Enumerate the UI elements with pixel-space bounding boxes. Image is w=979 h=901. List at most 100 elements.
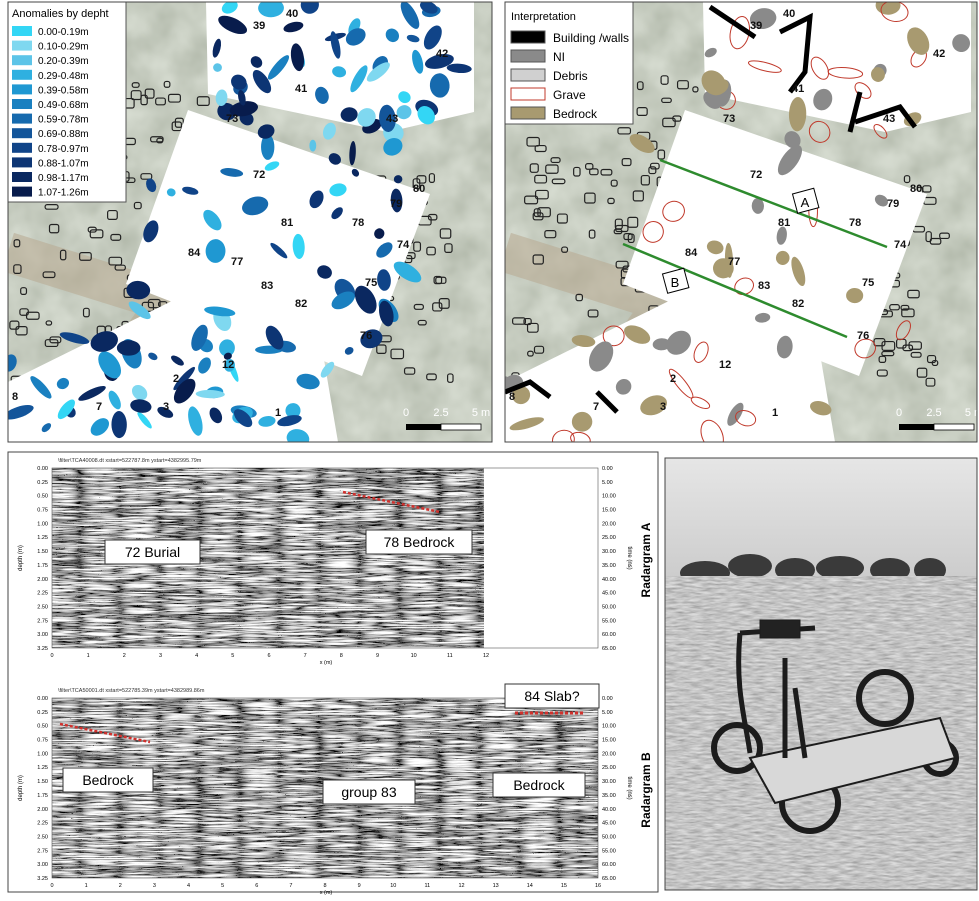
- site-label: 8: [509, 391, 515, 403]
- y2-tick-label: 10.00: [602, 724, 616, 730]
- x-tick-label: 14: [527, 883, 533, 889]
- annotation: group 83: [341, 784, 396, 800]
- x-tick-label: 12: [458, 883, 464, 889]
- site-label: 83: [758, 280, 770, 292]
- scale-label: 0: [896, 407, 902, 419]
- x-tick-label: 2: [123, 653, 126, 659]
- y2-tick-label: 15.00: [602, 738, 616, 744]
- y-tick-label: 3.25: [37, 646, 48, 652]
- profile-label: B: [671, 275, 680, 290]
- scale-label: 2.5: [926, 407, 941, 419]
- legend-swatch: [511, 50, 545, 62]
- site-label: 83: [261, 280, 273, 292]
- y2-tick-label: 40.00: [602, 577, 616, 583]
- scale-label: 5 m: [472, 407, 490, 419]
- y-tick-label: 2.00: [37, 577, 48, 583]
- y2-tick-label: 50.00: [602, 604, 616, 610]
- y-tick-label: 0.25: [37, 480, 48, 486]
- site-label: 73: [226, 113, 238, 125]
- legend-swatch: [12, 172, 32, 182]
- radargram-title: Radargram B: [639, 752, 653, 828]
- y-tick-label: 1.75: [37, 563, 48, 569]
- x-tick-label: 1: [87, 653, 90, 659]
- site-label: 43: [386, 113, 398, 125]
- y2-tick-label: 15.00: [602, 508, 616, 514]
- legend-label: 0.59-0.78m: [38, 115, 89, 126]
- y-axis-label: depth (m): [18, 545, 24, 571]
- legend-swatch: [511, 107, 545, 119]
- site-label: 12: [222, 359, 234, 371]
- legend-label: Grave: [553, 88, 586, 102]
- annotation: Bedrock: [513, 777, 565, 793]
- scale-bar-black: [406, 424, 441, 430]
- y2-tick-label: 0.00: [602, 696, 613, 702]
- legend-swatch: [511, 88, 545, 100]
- y-tick-label: 0.50: [37, 724, 48, 730]
- annotation: 84 Slab?: [524, 688, 579, 704]
- site-label: 39: [253, 20, 265, 32]
- site-label: 81: [778, 217, 790, 229]
- legend-swatch: [12, 128, 32, 138]
- site-label: 2: [173, 373, 179, 385]
- site-label: 84: [685, 247, 698, 259]
- x-tick-label: 10: [390, 883, 396, 889]
- annotation: Bedrock: [82, 772, 134, 788]
- y-tick-label: 2.75: [37, 848, 48, 854]
- legend-label: 0.49-0.68m: [38, 100, 89, 111]
- x-tick-label: 5: [231, 653, 234, 659]
- annotation: 72 Burial: [125, 544, 180, 560]
- y-tick-label: 3.00: [37, 632, 48, 638]
- x-tick-label: 4: [187, 883, 190, 889]
- legend-title: Interpretation: [511, 11, 576, 23]
- x-tick-label: 0: [50, 653, 53, 659]
- site-label: 7: [96, 401, 102, 413]
- site-label: 42: [436, 48, 448, 60]
- site-label: 40: [286, 8, 298, 20]
- y2-tick-label: 50.00: [602, 834, 616, 840]
- site-label: 77: [728, 256, 740, 268]
- site-label: 81: [281, 217, 293, 229]
- y2-tick-label: 60.00: [602, 632, 616, 638]
- x-tick-label: 10: [411, 653, 417, 659]
- y-tick-label: 2.50: [37, 604, 48, 610]
- legend-label: Debris: [553, 69, 588, 83]
- anomaly: [213, 63, 222, 72]
- y-tick-label: 0.50: [37, 494, 48, 500]
- site-label: 74: [397, 239, 410, 251]
- x-tick-label: 2: [119, 883, 122, 889]
- site-label: 72: [253, 169, 265, 181]
- y-tick-label: 1.00: [37, 751, 48, 757]
- legend-label: 0.29-0.48m: [38, 71, 89, 82]
- legend-swatch: [12, 187, 32, 197]
- y-tick-label: 2.25: [37, 591, 48, 597]
- legend-swatch: [12, 99, 32, 109]
- y-tick-label: 2.50: [37, 834, 48, 840]
- x-axis-label: x (m): [320, 660, 333, 666]
- x-tick-label: 15: [561, 883, 567, 889]
- legend-swatch: [511, 31, 545, 43]
- x-tick-label: 6: [267, 653, 270, 659]
- y-tick-label: 0.75: [37, 738, 48, 744]
- x-tick-label: 4: [195, 653, 198, 659]
- x-tick-label: 3: [153, 883, 156, 889]
- x-tick-label: 8: [323, 883, 326, 889]
- site-label: 84: [188, 247, 201, 259]
- site-label: 75: [365, 277, 377, 289]
- site-label: 79: [390, 198, 402, 210]
- y2-tick-label: 5.00: [602, 480, 613, 486]
- y-tick-label: 0.25: [37, 710, 48, 716]
- legend-swatch: [12, 143, 32, 153]
- annotation: 78 Bedrock: [384, 534, 456, 550]
- site-label: 76: [857, 330, 869, 342]
- y2-tick-label: 25.00: [602, 535, 616, 541]
- legend-swatch: [12, 114, 32, 124]
- site-label: 43: [883, 113, 895, 125]
- site-label: 8: [12, 391, 18, 403]
- legend-label: 0.00-0.19m: [38, 27, 89, 38]
- y-tick-label: 2.00: [37, 807, 48, 813]
- anomaly: [117, 340, 141, 356]
- site-label: 79: [887, 198, 899, 210]
- y2-tick-label: 25.00: [602, 765, 616, 771]
- y-tick-label: 3.25: [37, 876, 48, 882]
- x-tick-label: 12: [483, 653, 489, 659]
